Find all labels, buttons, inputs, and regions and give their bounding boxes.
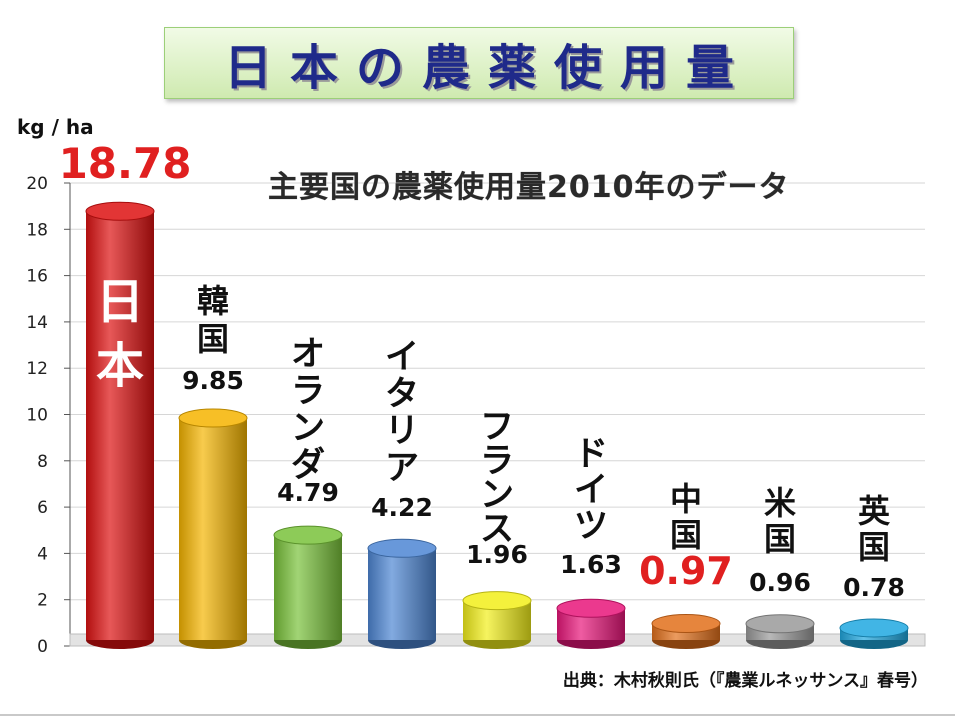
source-note: 出典：木村秋則氏（『農業ルネッサンス』春号）	[563, 670, 928, 691]
data-label: 1.63	[560, 550, 622, 579]
data-label: 1.96	[466, 540, 528, 569]
bar	[368, 548, 436, 640]
category-label: ダ	[291, 445, 325, 485]
bar	[274, 535, 342, 640]
y-tick-label: 2	[37, 591, 48, 611]
bar-top	[85, 201, 155, 221]
category-label: ラ	[480, 441, 514, 481]
category-label: ス	[480, 509, 514, 549]
category-label: イ	[574, 470, 608, 510]
category-label: ツ	[574, 506, 608, 546]
category-label: ド	[574, 434, 608, 474]
data-label: 0.96	[749, 568, 811, 597]
y-tick-label: 16	[26, 267, 48, 287]
category-label: ア	[385, 448, 419, 488]
divider	[0, 714, 955, 716]
bar-top	[651, 614, 721, 634]
bar	[179, 417, 247, 640]
category-label: イ	[385, 337, 419, 377]
category-label: 米	[764, 484, 796, 522]
category-label: 韓	[197, 282, 229, 320]
data-label: 9.85	[182, 366, 244, 395]
category-label: リ	[385, 411, 419, 451]
data-label: 4.79	[277, 478, 339, 507]
y-tick-label: 12	[26, 359, 48, 379]
page-title: 日本の農薬使用量	[223, 40, 752, 96]
chart-subtitle: 主要国の農薬使用量2010年のデータ	[268, 170, 790, 205]
y-axis-label: kg / ha	[17, 115, 94, 139]
category-label: ン	[291, 408, 325, 448]
category-label: 国	[764, 520, 796, 558]
bar-top	[178, 408, 248, 428]
data-label: 0.97	[639, 549, 733, 593]
category-label: 英	[858, 492, 891, 530]
category-label: 国	[670, 516, 702, 554]
data-label: 0.78	[843, 573, 905, 602]
y-tick-label: 20	[26, 174, 48, 194]
y-tick-label: 6	[37, 498, 48, 518]
category-label: タ	[385, 374, 419, 414]
y-tick-label: 14	[26, 313, 48, 333]
y-tick-label: 4	[37, 544, 48, 564]
category-label: 本	[96, 338, 144, 394]
title-banner: 日本の農薬使用量	[164, 27, 794, 99]
y-tick-label: 10	[26, 406, 48, 426]
category-label: ン	[480, 475, 514, 515]
category-label: 中	[670, 480, 702, 518]
bar	[86, 211, 154, 641]
data-label: 18.78	[59, 139, 192, 188]
y-tick-label: 0	[37, 637, 48, 657]
bar-top	[556, 598, 626, 618]
category-label: 国	[858, 528, 890, 566]
category-label: 国	[197, 320, 229, 358]
category-label: ラ	[291, 371, 325, 411]
bar-top	[367, 538, 437, 558]
bar-top	[839, 618, 909, 638]
category-label: フ	[480, 407, 514, 447]
category-label: 日	[96, 274, 144, 330]
category-label: オ	[291, 334, 325, 374]
data-label: 4.22	[371, 493, 433, 522]
bar-top	[273, 525, 343, 545]
y-tick-label: 18	[26, 220, 48, 240]
y-tick-label: 8	[37, 452, 48, 472]
bar-top	[745, 614, 815, 634]
bar-top	[462, 591, 532, 611]
